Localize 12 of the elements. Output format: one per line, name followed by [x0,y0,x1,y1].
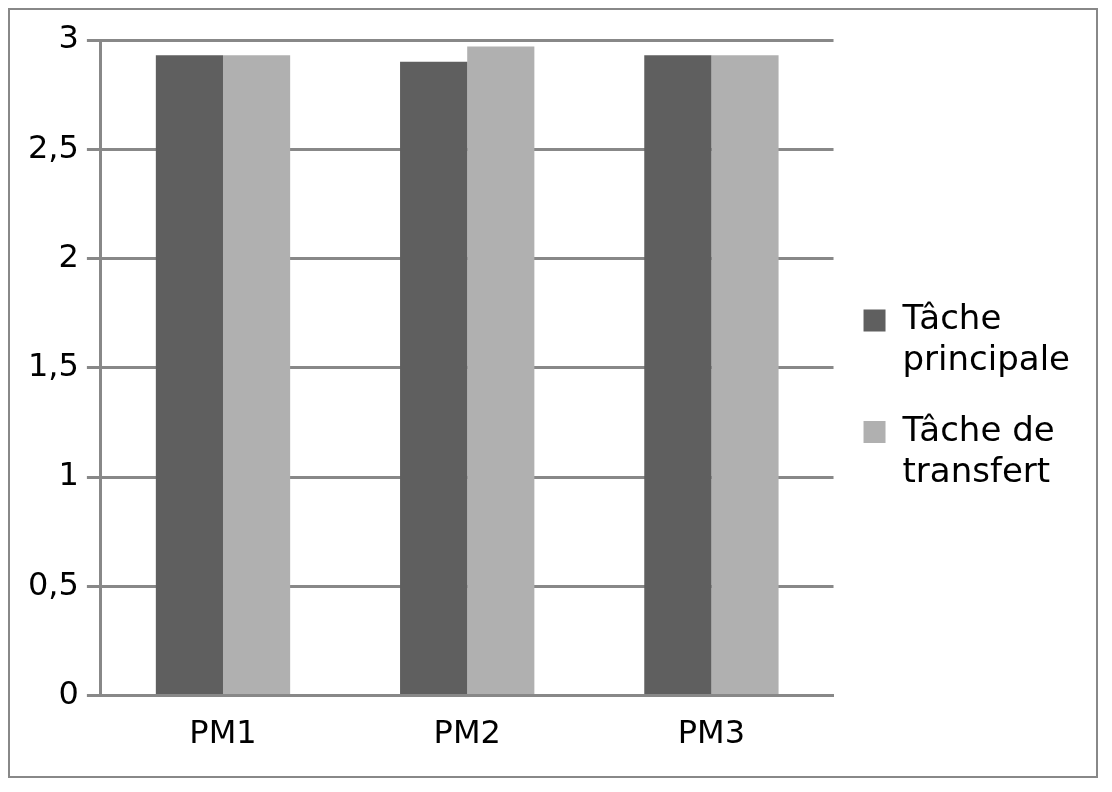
y-tick-label: 0 [58,673,79,712]
legend-label: Tâche de transfert [901,408,1055,490]
y-tick-label: 3 [58,18,79,57]
y-tick-label: 0,5 [28,564,79,603]
y-tick-label: 2,5 [28,127,79,166]
y-tick-label: 1,5 [28,346,79,385]
y-tick-label: 2 [58,236,79,275]
x-tick-label: PM2 [433,713,501,752]
y-tick-label: 1 [58,455,79,494]
x-tick-label: PM3 [677,713,746,752]
x-tick-label: PM1 [189,713,257,752]
legend-label: Tâche principale [901,297,1071,379]
